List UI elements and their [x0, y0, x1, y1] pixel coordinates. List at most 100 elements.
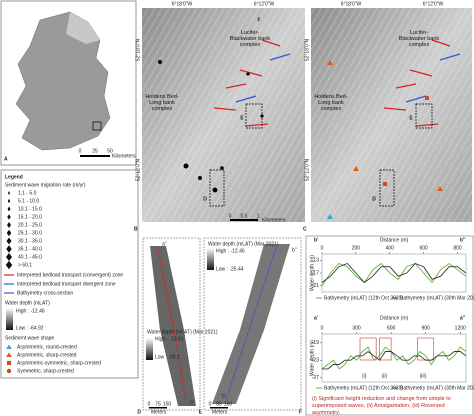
legend-symbol — [7, 222, 11, 228]
migration-points — [158, 60, 264, 193]
depth-bar — [6, 308, 13, 330]
northern-ireland — [66, 12, 100, 44]
legend-item: High : -12.46 — [16, 308, 45, 314]
panel-label: E — [199, 409, 203, 415]
depth-bar — [146, 338, 153, 360]
legend-item: Bathymetry (mLAT) (30th Mar 2021) — [400, 385, 474, 391]
legend-symbol — [7, 214, 11, 220]
legend-symbol — [6, 245, 12, 253]
legend-subtitle: Sediment wave shape — [5, 335, 54, 341]
legend-symbol — [6, 237, 12, 245]
legend-item: Asymmetric, round-crested — [17, 344, 77, 350]
panel-b-texture — [142, 8, 305, 222]
x-tick-label: 600 — [419, 245, 428, 251]
y-tick-label: -13 — [312, 258, 319, 264]
latitude-label: 52°12'0"N — [304, 158, 310, 181]
y-axis-title: Water depth (m) — [309, 340, 315, 376]
bank-label: Holdens Bed-Long bank complex — [145, 94, 179, 112]
transport-lines — [213, 39, 461, 127]
legend-symbol — [6, 368, 12, 374]
y-axis-title: Water depth (m) — [309, 255, 315, 291]
endpoint-label: b' — [222, 393, 226, 399]
y-tick-label: -27 — [312, 375, 319, 381]
scale-bar — [210, 407, 228, 409]
longitude-label: 6°12'0"W — [423, 1, 444, 7]
panel-label: B — [134, 226, 138, 232]
panel-label: D — [137, 409, 141, 415]
scale-bar — [149, 407, 167, 409]
legend-item: Bathymetry cross-section — [17, 290, 73, 296]
legend-subtitle: Water depth (mLAT) (Mar 2021) — [208, 241, 279, 247]
box-label: D — [203, 196, 207, 202]
endpoint-label: a'' — [162, 241, 167, 247]
x-tick-label: 0 — [321, 245, 324, 251]
legend-item: 30.1 - 35.0 — [18, 238, 42, 244]
profile-line — [321, 262, 467, 284]
legend-subtitle: Water depth (mLAT) — [5, 300, 50, 306]
profile-end: a'' — [460, 315, 465, 321]
scale-bar — [80, 155, 110, 157]
scale-tick: 50 — [107, 148, 113, 154]
bank-label-box: Lucifer-Blackwater bank complex — [398, 30, 440, 48]
legend-item: 20.1 - 25.0 — [18, 222, 42, 228]
legend-item: Bathymetry (mLAT) (12th Oct 2020) — [324, 385, 403, 391]
legend-item: Low : -64.92 — [16, 325, 44, 331]
legend-item: Low : -25.44 — [216, 266, 244, 272]
legend-symbol — [6, 352, 12, 357]
legend-frame — [0, 169, 139, 379]
scale-unit: Meters — [151, 409, 167, 415]
annotation: (ii) — [382, 373, 388, 379]
scale-tick: 0.5 — [241, 213, 248, 219]
profile-line — [321, 346, 467, 370]
bank-label-box: Holdens Bed-Long bank complex — [314, 94, 348, 112]
panel-label: C — [303, 226, 307, 232]
x-tick-label: 900 — [422, 325, 431, 331]
bank-label-box: Holdens Bed-Long bank complex — [145, 94, 179, 112]
x-tick-label: 400 — [386, 245, 395, 251]
caption-box: (i) Significant height reduction and cha… — [312, 396, 451, 416]
box-label: D — [372, 196, 376, 202]
legend-symbol — [5, 260, 13, 270]
legend-item: 10.1 - 15.0 — [18, 206, 42, 212]
scale-tick: 80 — [216, 401, 222, 407]
plot-area — [321, 333, 467, 383]
legend-symbol — [6, 344, 12, 349]
box-label: F — [257, 17, 260, 23]
latitude-label: 52°18'0"N — [135, 38, 141, 61]
annotation-box — [359, 337, 377, 361]
x-tick-label: 600 — [387, 325, 396, 331]
legend-item: 25.1 - 30.0 — [18, 230, 42, 236]
cross-section-line — [157, 249, 187, 401]
scale-unit: Kilometers — [112, 153, 136, 159]
x-tick-label: 1200 — [455, 325, 466, 331]
caption: (i) Significant height reduction and cha… — [312, 396, 451, 416]
annotation-box — [379, 337, 392, 361]
legend-item: Low : -29.1 — [155, 354, 180, 360]
legend-item: > 60.1 — [18, 262, 32, 268]
legend-symbol — [7, 206, 11, 212]
scale-unit: Meters — [212, 409, 228, 415]
longitude-label: 6°18'0"W — [172, 1, 193, 7]
bank-label: Lucifer-Blackwater bank complex — [229, 30, 271, 48]
legend-item: High : -12.46 — [216, 248, 245, 254]
legend-subtitle: Sediment wave migration rate (m/yr) — [5, 182, 86, 188]
legend-item: Bathymetry (mLAT) (12th Oct 2020) — [324, 295, 403, 301]
legend-item: 40.1 - 45.0 — [18, 254, 42, 260]
bank-label: Holdens Bed-Long bank complex — [314, 94, 348, 112]
endpoint-label: b'' — [292, 247, 297, 253]
legend-symbol — [8, 191, 10, 195]
panel-label: F — [299, 409, 302, 415]
box-label: E — [409, 115, 413, 121]
shape-points — [327, 60, 443, 219]
x-tick-label: 200 — [352, 245, 361, 251]
scale-tick: 150 — [163, 401, 172, 407]
y-tick-label: -17 — [312, 270, 319, 276]
legend-item: Asymmetric, sharp-crested — [17, 352, 77, 358]
longitude-label: 6°12'0"W — [254, 1, 275, 7]
latitude-label: 52°12'0"N — [135, 158, 141, 181]
bank-label: Lucifer-Blackwater bank complex — [398, 30, 440, 48]
study-area-box — [92, 121, 102, 131]
profile-start: a' — [314, 315, 318, 321]
scale-tick: 0 — [229, 213, 232, 219]
